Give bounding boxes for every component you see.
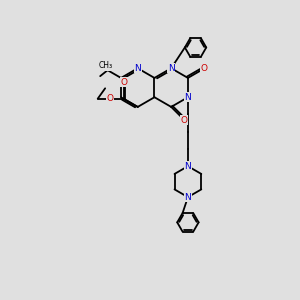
Text: O: O — [181, 116, 188, 124]
Text: N: N — [184, 193, 191, 202]
Text: N: N — [184, 162, 191, 171]
Text: O: O — [201, 64, 208, 73]
Text: N: N — [134, 64, 141, 73]
Text: O: O — [120, 78, 127, 87]
Text: N: N — [168, 64, 175, 73]
Text: O: O — [107, 94, 114, 103]
Text: N: N — [184, 93, 191, 102]
Text: CH₃: CH₃ — [99, 61, 113, 70]
